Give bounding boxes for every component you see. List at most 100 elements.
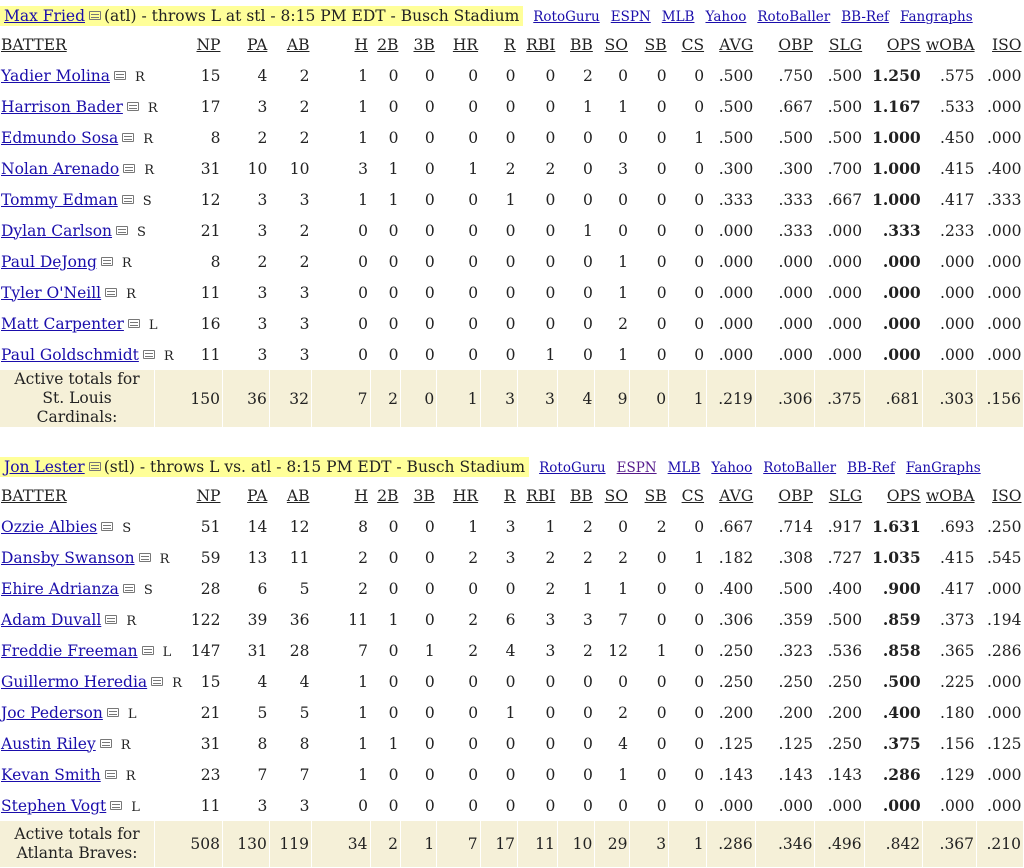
batter-link[interactable]: Harrison Bader <box>1 97 123 116</box>
stat-cell: .000 <box>718 221 754 240</box>
column-header[interactable]: ISO <box>992 36 1022 54</box>
external-link[interactable]: RotoGuru <box>533 9 600 25</box>
external-link[interactable]: ESPN <box>616 460 657 476</box>
batter-link[interactable]: Kevan Smith <box>1 765 101 784</box>
pitcher-link[interactable]: Jon Lester <box>4 458 85 476</box>
external-link[interactable]: Yahoo <box>705 9 747 25</box>
column-header[interactable]: H <box>354 36 369 54</box>
batter-link[interactable]: Austin Riley <box>1 734 96 753</box>
notes-icon[interactable] <box>100 521 114 533</box>
notes-icon[interactable] <box>126 101 140 113</box>
column-header[interactable]: 3B <box>413 36 435 54</box>
column-header[interactable]: HR <box>452 36 479 54</box>
external-link[interactable]: BB-Ref <box>847 460 895 476</box>
notes-icon[interactable] <box>109 800 123 812</box>
column-header[interactable]: SLG <box>828 36 863 54</box>
column-header[interactable]: CS <box>681 487 705 505</box>
notes-icon[interactable] <box>104 769 118 781</box>
column-header[interactable]: SB <box>644 487 667 505</box>
notes-icon[interactable] <box>115 225 129 237</box>
external-link[interactable]: RotoGuru <box>539 460 606 476</box>
column-header[interactable]: SO <box>604 487 628 505</box>
column-header[interactable]: OBP <box>778 487 813 505</box>
batter-link[interactable]: Paul DeJong <box>1 252 97 271</box>
batter-link[interactable]: Freddie Freeman <box>1 641 138 660</box>
column-header[interactable]: wOBA <box>925 487 975 505</box>
external-link[interactable]: RotoBaller <box>757 9 831 25</box>
column-header[interactable]: AB <box>286 36 310 54</box>
external-link[interactable]: MLB <box>661 9 695 25</box>
notes-icon[interactable] <box>113 70 127 82</box>
notes-icon[interactable] <box>88 11 102 22</box>
batter-link[interactable]: Guillermo Heredia <box>1 672 148 691</box>
column-header[interactable]: SLG <box>828 487 863 505</box>
batter-link[interactable]: Adam Duvall <box>1 610 102 629</box>
column-header[interactable]: AVG <box>719 36 754 54</box>
column-header[interactable]: HR <box>452 487 479 505</box>
batter-link[interactable]: Tommy Edman <box>1 190 118 209</box>
column-header[interactable]: BB <box>570 36 593 54</box>
column-header[interactable]: OPS <box>886 36 921 54</box>
notes-icon[interactable] <box>121 194 135 206</box>
column-header[interactable]: NP <box>196 36 221 54</box>
notes-icon[interactable] <box>138 552 152 564</box>
notes-icon[interactable] <box>106 707 120 719</box>
column-header[interactable]: PA <box>247 487 268 505</box>
column-header[interactable]: BB <box>570 487 593 505</box>
batter-link[interactable]: Tyler O'Neill <box>1 283 102 302</box>
column-header[interactable]: R <box>503 487 516 505</box>
batter-link[interactable]: Matt Carpenter <box>1 314 124 333</box>
column-header[interactable]: 2B <box>377 487 399 505</box>
batter-link[interactable]: Dylan Carlson <box>1 221 113 240</box>
batter-link[interactable]: Joc Pederson <box>1 703 103 722</box>
batter-link[interactable]: Yadier Molina <box>1 66 110 85</box>
pitcher-link[interactable]: Max Fried <box>4 7 85 25</box>
notes-icon[interactable] <box>100 256 114 268</box>
batter-link[interactable]: Ehire Adrianza <box>1 579 119 598</box>
batter-link[interactable]: Ozzie Albies <box>1 517 98 536</box>
column-header[interactable]: PA <box>247 36 268 54</box>
column-header[interactable]: AB <box>286 487 310 505</box>
notes-icon[interactable] <box>99 738 113 750</box>
stat-cell: 2 <box>618 314 628 333</box>
column-header[interactable]: H <box>354 487 369 505</box>
external-link[interactable]: BB-Ref <box>841 9 890 25</box>
column-header[interactable]: 2B <box>377 36 399 54</box>
batter-link[interactable]: Paul Goldschmidt <box>1 345 139 364</box>
column-header[interactable]: OPS <box>886 487 921 505</box>
notes-icon[interactable] <box>104 614 118 626</box>
column-header[interactable]: 3B <box>413 487 435 505</box>
column-header[interactable]: RBI <box>526 36 556 54</box>
column-header[interactable]: BATTER <box>1 36 67 54</box>
batter-link[interactable]: Stephen Vogt <box>1 796 107 815</box>
column-header[interactable]: RBI <box>526 487 556 505</box>
external-link[interactable]: RotoBaller <box>763 460 837 476</box>
notes-icon[interactable] <box>88 462 102 473</box>
notes-icon[interactable] <box>122 163 136 175</box>
column-header[interactable]: CS <box>681 36 705 54</box>
column-header[interactable]: OBP <box>778 36 813 54</box>
column-header[interactable]: NP <box>196 487 221 505</box>
batter-link[interactable]: Edmundo Sosa <box>1 128 119 147</box>
column-header[interactable]: BATTER <box>1 487 67 505</box>
batter-link[interactable]: Nolan Arenado <box>1 159 120 178</box>
column-header[interactable]: R <box>503 36 516 54</box>
column-header[interactable]: wOBA <box>925 36 975 54</box>
notes-icon[interactable] <box>122 583 136 595</box>
column-header[interactable]: AVG <box>719 487 754 505</box>
notes-icon[interactable] <box>121 132 135 144</box>
batter-link[interactable]: Dansby Swanson <box>1 548 135 567</box>
external-link[interactable]: FanGraphs <box>905 460 981 476</box>
external-link[interactable]: Fangraphs <box>900 9 973 25</box>
column-header[interactable]: SB <box>644 36 667 54</box>
notes-icon[interactable] <box>127 318 141 330</box>
external-link[interactable]: MLB <box>667 460 701 476</box>
external-link[interactable]: ESPN <box>610 9 651 25</box>
external-link[interactable]: Yahoo <box>711 460 753 476</box>
column-header[interactable]: SO <box>604 36 628 54</box>
notes-icon[interactable] <box>141 645 155 657</box>
notes-icon[interactable] <box>150 676 164 688</box>
column-header[interactable]: ISO <box>992 487 1022 505</box>
notes-icon[interactable] <box>142 349 156 361</box>
notes-icon[interactable] <box>104 287 118 299</box>
